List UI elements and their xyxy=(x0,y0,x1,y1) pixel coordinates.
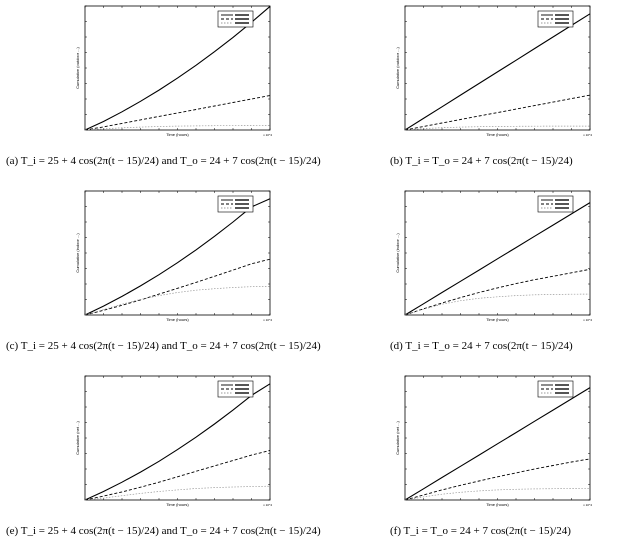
legend-label-mark-3 xyxy=(235,22,249,24)
legend-label-mark-2 xyxy=(555,18,569,20)
series-line-3 xyxy=(84,125,271,131)
legend-label-mark-2 xyxy=(555,388,569,390)
chart-svg-f: Time (hours) x 10^4 Cumulative (net ...) xyxy=(395,375,592,507)
legend-label-mark-1 xyxy=(555,384,569,386)
chart-panel-b: Time (hours) x 10^4 Cumulative (outdoor ..… xyxy=(320,0,617,175)
chart-panel-f: Time (hours) x 10^4 Cumulative (net ...) (… xyxy=(320,370,617,545)
series-line-1 xyxy=(404,202,591,316)
series-line-2 xyxy=(404,458,591,501)
series-line-3 xyxy=(404,125,590,131)
caption-c: (c) T_i = 25 + 4 cos(2π(t − 15)/24) and … xyxy=(6,340,321,352)
caption-b: (b) T_i = T_o = 24 + 7 cos(2π(t − 15)/24… xyxy=(390,155,573,167)
legend-label-mark-2 xyxy=(235,203,249,205)
caption-e: (e) T_i = 25 + 4 cos(2π(t − 15)/24) and … xyxy=(6,525,321,537)
x-axis-label: Time (hours) xyxy=(486,132,509,137)
series-line-1 xyxy=(84,5,271,131)
caption-f: (f) T_i = T_o = 24 + 7 cos(2π(t − 15)/24… xyxy=(390,525,571,537)
y-axis-label: Cumulative (indoor ...) xyxy=(75,233,80,273)
x-axis-label: Time (hours) xyxy=(166,132,189,137)
x-axis-label: Time (hours) xyxy=(166,502,189,507)
series-line-1 xyxy=(404,13,591,131)
chart-panel-d: Time (hours) x 10^4 Cumulative (indoor ...… xyxy=(320,185,617,360)
legend-label-mark-2 xyxy=(555,203,569,205)
series-line-3 xyxy=(84,285,271,316)
x-axis-label: Time (hours) xyxy=(486,502,509,507)
legend-label-mark-1 xyxy=(235,14,249,16)
legend-label-mark-3 xyxy=(235,207,249,209)
chart-panel-a: Time (hours) x 10^4 Cumulative (outdoor ..… xyxy=(0,0,321,175)
chart-svg-e: Time (hours) x 10^4 Cumulative (net ...) xyxy=(75,375,272,507)
caption-d: (d) T_i = T_o = 24 + 7 cos(2π(t − 15)/24… xyxy=(390,340,573,352)
chart-svg-c: Time (hours) x 10^4 Cumulative (indoor ...… xyxy=(75,190,272,322)
legend-label-mark-1 xyxy=(555,199,569,201)
x-axis-label: Time (hours) xyxy=(486,317,509,322)
y-axis-label: Cumulative (outdoor ...) xyxy=(395,46,400,88)
legend-label-mark-1 xyxy=(235,199,249,201)
series-line-1 xyxy=(84,383,271,501)
y-axis-label: Cumulative (net ...) xyxy=(395,420,400,454)
x-axis-label: Time (hours) xyxy=(166,317,189,322)
caption-a: (a) T_i = 25 + 4 cos(2π(t − 15)/24) and … xyxy=(6,155,321,167)
legend-label-mark-3 xyxy=(555,392,569,394)
x-multiplier-label: x 10^4 xyxy=(583,503,592,507)
legend-label-mark-2 xyxy=(235,18,249,20)
series-line-3 xyxy=(404,293,591,316)
x-multiplier-label: x 10^4 xyxy=(263,503,272,507)
series-line-3 xyxy=(84,485,271,501)
x-multiplier-label: x 10^4 xyxy=(583,318,592,322)
series-line-2 xyxy=(404,268,591,316)
y-axis-label: Cumulative (indoor ...) xyxy=(395,233,400,273)
legend-label-mark-3 xyxy=(235,392,249,394)
chart-svg-a: Time (hours) x 10^4 Cumulative (outdoor ..… xyxy=(75,5,272,137)
series-line-2 xyxy=(404,94,591,131)
legend-label-mark-1 xyxy=(555,14,569,16)
legend-label-mark-3 xyxy=(555,207,569,209)
chart-svg-b: Time (hours) x 10^4 Cumulative (outdoor ..… xyxy=(395,5,592,137)
series-line-2 xyxy=(84,449,271,501)
y-axis-label: Cumulative (net ...) xyxy=(75,420,80,454)
legend-label-mark-3 xyxy=(555,22,569,24)
series-line-2 xyxy=(84,95,271,131)
series-line-3 xyxy=(404,488,591,501)
series-line-2 xyxy=(84,258,271,316)
x-multiplier-label: x 10^4 xyxy=(583,133,592,137)
chart-panel-c: Time (hours) x 10^4 Cumulative (indoor ...… xyxy=(0,185,321,360)
chart-svg-d: Time (hours) x 10^4 Cumulative (indoor ...… xyxy=(395,190,592,322)
legend-label-mark-1 xyxy=(235,384,249,386)
y-axis-label: Cumulative (outdoor ...) xyxy=(75,46,80,88)
chart-panel-e: Time (hours) x 10^4 Cumulative (net ...) (… xyxy=(0,370,321,545)
x-multiplier-label: x 10^4 xyxy=(263,318,272,322)
x-multiplier-label: x 10^4 xyxy=(263,133,272,137)
series-line-1 xyxy=(404,387,591,501)
legend-label-mark-2 xyxy=(235,388,249,390)
series-line-1 xyxy=(84,198,271,316)
